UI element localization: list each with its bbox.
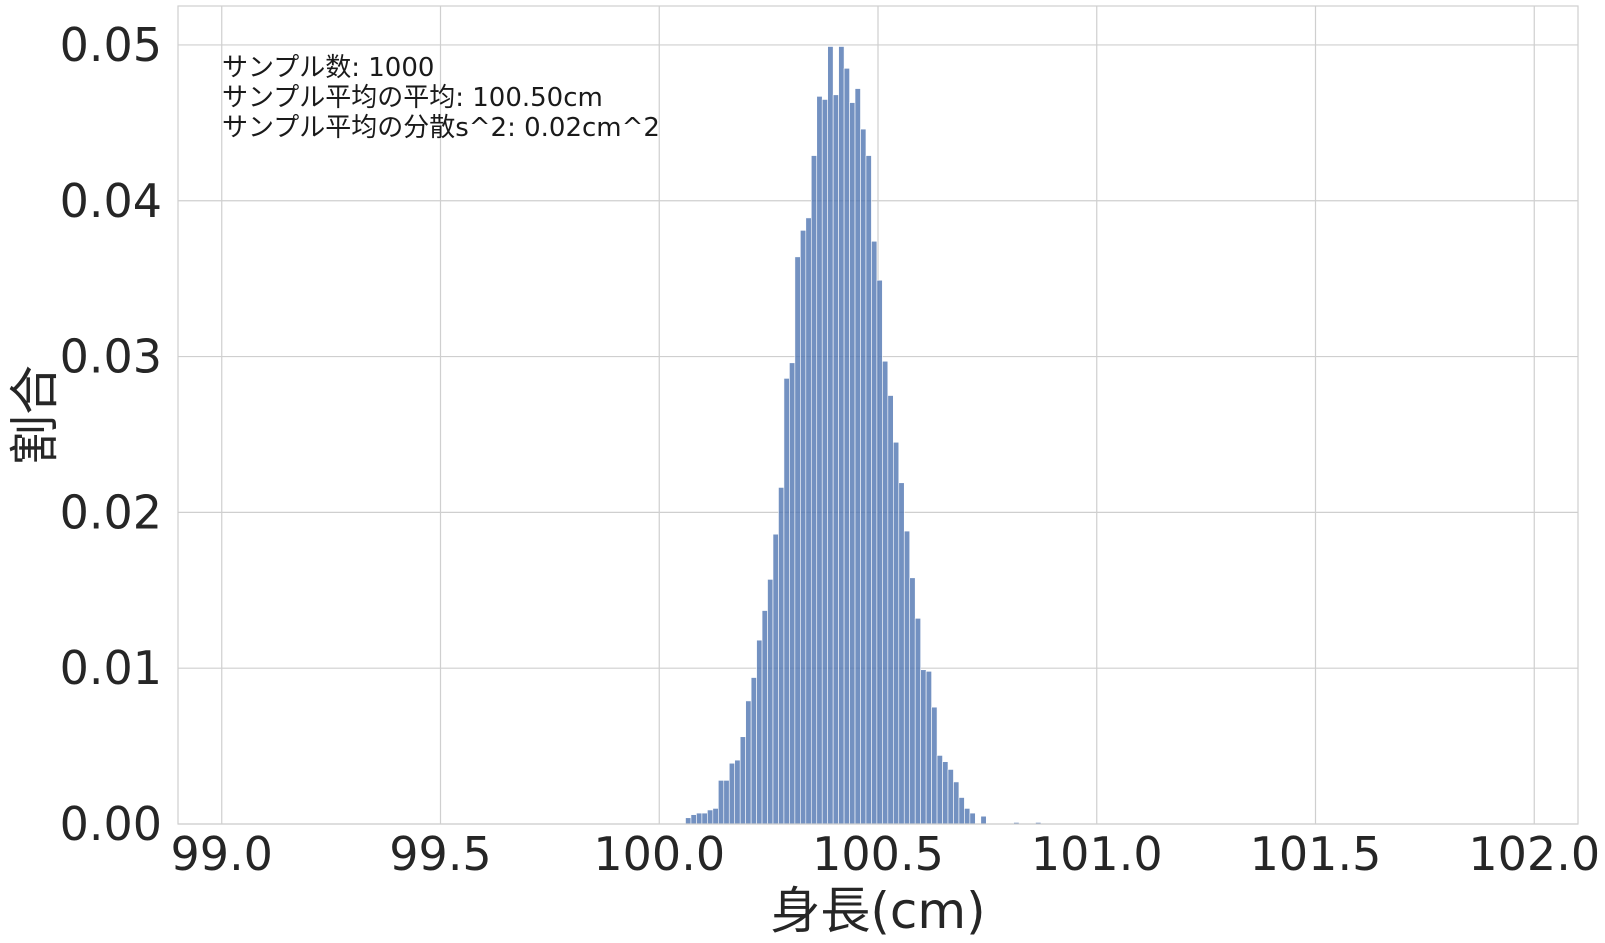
x-tick-label: 101.0 xyxy=(1031,827,1163,881)
histogram-bar xyxy=(953,781,960,825)
histogram-bar xyxy=(969,812,976,825)
histogram-bar xyxy=(909,577,916,825)
x-tick-label: 101.5 xyxy=(1250,827,1382,881)
histogram-bar xyxy=(832,94,839,825)
histogram-bar xyxy=(772,533,779,825)
histogram-bar xyxy=(980,815,987,825)
histogram-bar xyxy=(920,669,927,825)
histogram-bar xyxy=(712,808,719,825)
histogram-bar xyxy=(734,759,741,825)
histogram-bar xyxy=(794,256,801,825)
histogram-bar xyxy=(947,769,954,825)
histogram-bar xyxy=(739,736,746,825)
x-tick-labels: 99.0 99.5 100.0 100.5 101.0 101.5 102.0 xyxy=(171,827,1601,881)
y-tick-label: 0.04 xyxy=(60,174,162,228)
y-axis-label: 割合 xyxy=(6,365,64,465)
histogram-bar xyxy=(696,812,703,825)
y-tick-label: 0.05 xyxy=(60,18,162,72)
histogram-bar xyxy=(914,618,921,825)
x-tick-label: 100.5 xyxy=(812,827,944,881)
histogram-bar xyxy=(805,217,812,825)
plot-frame xyxy=(177,5,1579,825)
histogram-bar xyxy=(964,808,971,825)
histogram-bar xyxy=(854,88,861,825)
histogram-bar xyxy=(745,700,752,825)
histogram-bar xyxy=(882,360,889,825)
y-tick-label: 0.03 xyxy=(60,330,162,384)
x-tick-label: 100.0 xyxy=(593,827,725,881)
histogram-bars xyxy=(685,46,1042,825)
y-tick-label: 0.00 xyxy=(60,797,162,851)
histogram-bar xyxy=(707,809,714,825)
histogram-bar xyxy=(843,68,850,825)
histogram-bar xyxy=(701,812,708,825)
histogram-bar xyxy=(783,378,790,825)
histogram-bar xyxy=(936,755,943,825)
histogram-bar xyxy=(865,155,872,825)
histogram-bar xyxy=(898,482,905,825)
x-tick-label: 99.5 xyxy=(389,827,491,881)
histogram-bar xyxy=(810,155,818,825)
histogram-bar xyxy=(849,102,856,825)
y-tick-labels: 0.00 0.01 0.02 0.03 0.04 0.05 xyxy=(60,18,162,851)
histogram-bar xyxy=(816,96,823,825)
histogram-bar xyxy=(718,780,725,825)
y-tick-label: 0.02 xyxy=(60,485,162,539)
y-tick-label: 0.01 xyxy=(60,641,162,695)
histogram-bar xyxy=(876,279,883,825)
histogram-bar xyxy=(903,530,911,825)
x-tick-label: 102.0 xyxy=(1468,827,1600,881)
histogram-bar xyxy=(893,441,900,825)
histogram-bar xyxy=(723,780,730,825)
histogram-bar xyxy=(838,46,845,825)
histogram-bar xyxy=(827,46,834,825)
histogram-bar xyxy=(761,610,768,825)
annotation-sample-variance: サンプル平均の分散s^2: 0.02cm^2 xyxy=(222,113,660,143)
histogram-bar xyxy=(789,362,796,825)
histogram-bar xyxy=(925,671,932,825)
histogram-bar xyxy=(690,814,697,825)
histogram-bar xyxy=(800,230,807,825)
histogram-bar xyxy=(931,706,938,825)
histogram-bar xyxy=(871,240,878,825)
histogram-bar xyxy=(767,579,774,825)
annotation-sample-count: サンプル数: 1000 xyxy=(222,53,434,83)
histogram-bar xyxy=(685,817,692,825)
histogram-bar xyxy=(778,487,785,825)
histogram-bar xyxy=(860,128,867,825)
annotation-sample-mean: サンプル平均の平均: 100.50cm xyxy=(222,83,603,113)
histogram-bar xyxy=(750,677,757,825)
x-tick-label: 99.0 xyxy=(171,827,273,881)
histogram-bar xyxy=(756,639,763,825)
histogram-bar xyxy=(821,99,828,825)
histogram-bar xyxy=(958,797,965,825)
histogram-bar xyxy=(728,762,736,825)
x-axis-label: 身長(cm) xyxy=(770,882,985,940)
histogram-bar xyxy=(887,395,894,825)
histogram-bar xyxy=(942,761,949,825)
